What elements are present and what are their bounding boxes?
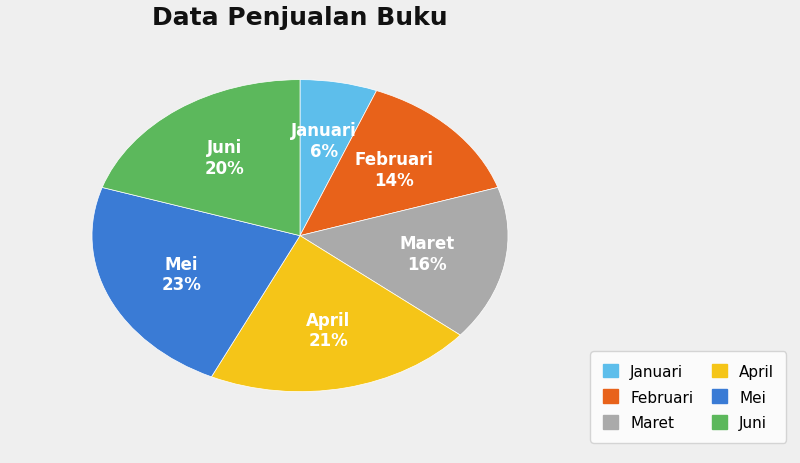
Text: Maret
16%: Maret 16% (399, 235, 454, 274)
Text: Februari
14%: Februari 14% (354, 150, 434, 189)
Title: Data Penjualan Buku: Data Penjualan Buku (152, 6, 448, 30)
Wedge shape (92, 188, 300, 377)
Text: April
21%: April 21% (306, 311, 350, 350)
Wedge shape (102, 81, 300, 236)
Text: Januari
6%: Januari 6% (291, 122, 357, 161)
Wedge shape (300, 81, 377, 236)
Text: Juni
20%: Juni 20% (204, 139, 244, 177)
Wedge shape (211, 236, 460, 392)
Wedge shape (300, 188, 508, 335)
Legend: Januari, Februari, Maret, April, Mei, Juni: Januari, Februari, Maret, April, Mei, Ju… (590, 352, 786, 443)
Text: Mei
23%: Mei 23% (162, 255, 202, 294)
Wedge shape (300, 91, 498, 236)
